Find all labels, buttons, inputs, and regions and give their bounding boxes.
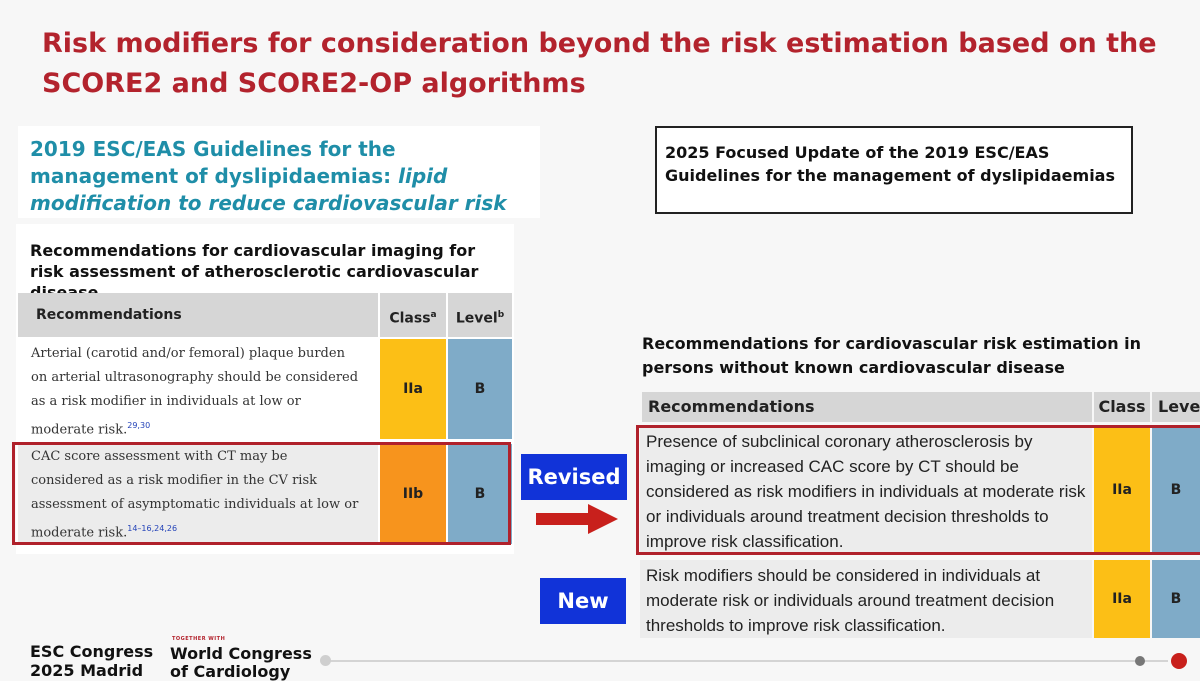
wcc-logo-line1: World Congress bbox=[170, 644, 312, 663]
left-row-2-level: B bbox=[448, 444, 512, 544]
esc-congress-logo: ESC Congress bbox=[30, 642, 154, 661]
together-with-label: TOGETHER WITH bbox=[172, 636, 226, 642]
left-row-1-text: Arterial (carotid and/or femoral) plaque… bbox=[31, 346, 359, 438]
left-header-class: Classa bbox=[380, 293, 446, 337]
left-row-2-class: IIb bbox=[380, 444, 446, 544]
right-row-1-text: Presence of subclinical coronary atheros… bbox=[646, 432, 1086, 551]
left-row-2-highlight bbox=[12, 442, 511, 545]
right-guideline-title: 2025 Focused Update of the 2019 ESC/EAS … bbox=[665, 143, 1115, 185]
right-header-level: Level bbox=[1152, 392, 1200, 422]
left-header-level: Levelb bbox=[448, 293, 512, 337]
right-row-1 bbox=[640, 428, 1092, 552]
wcc-logo-line2: of Cardiology bbox=[170, 662, 291, 681]
left-row-1-class: IIa bbox=[380, 339, 446, 439]
left-row-2 bbox=[18, 444, 378, 544]
right-header-class: Class bbox=[1094, 392, 1150, 422]
right-row-2 bbox=[640, 560, 1092, 638]
left-guideline-header bbox=[18, 126, 540, 218]
slide-progress-start-dot[interactable] bbox=[320, 655, 331, 666]
slide-title: Risk modifiers for consideration beyond … bbox=[42, 28, 1157, 99]
right-arrow-icon bbox=[536, 504, 618, 534]
left-guideline-title-plain: 2019 ESC/EAS Guidelines for the manageme… bbox=[30, 137, 399, 188]
left-header-recommendations: Recommendations bbox=[18, 293, 378, 337]
right-table-title: Recommendations for cardiovascular risk … bbox=[642, 334, 1142, 377]
right-row-2-level: B bbox=[1152, 560, 1200, 638]
slide-progress-dot[interactable] bbox=[1135, 656, 1145, 666]
right-row-2-class: IIa bbox=[1094, 560, 1150, 638]
left-guideline-title: 2019 ESC/EAS Guidelines for the manageme… bbox=[30, 136, 540, 217]
left-row-1-level: B bbox=[448, 339, 512, 439]
revised-tag: Revised bbox=[521, 454, 627, 500]
right-header-recommendations: Recommendations bbox=[642, 392, 1092, 422]
right-row-1-level: B bbox=[1152, 428, 1200, 552]
right-guideline-header bbox=[655, 126, 1133, 214]
right-row-1-highlight bbox=[636, 425, 1200, 555]
right-row-1-class: IIa bbox=[1094, 428, 1150, 552]
left-row-2-text: CAC score assessment with CT may be cons… bbox=[31, 449, 359, 541]
slide-progress-current-dot[interactable] bbox=[1171, 653, 1187, 669]
right-row-2-text: Risk modifiers should be considered in i… bbox=[646, 566, 1055, 635]
left-guideline-title-italic: lipid modification to reduce cardiovascu… bbox=[30, 164, 507, 215]
left-row-1 bbox=[18, 339, 378, 439]
esc-year-city: 2025 Madrid bbox=[30, 661, 144, 680]
new-tag: New bbox=[540, 578, 626, 624]
slide-progress-track bbox=[326, 660, 1168, 662]
